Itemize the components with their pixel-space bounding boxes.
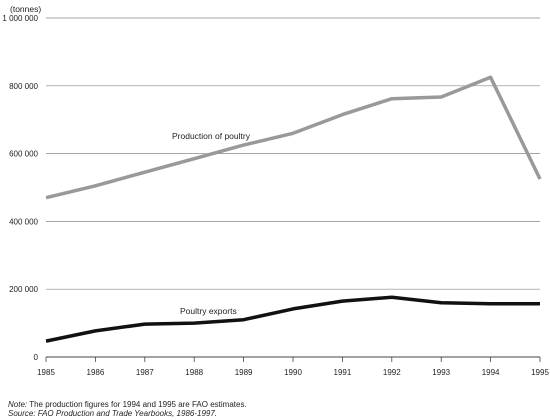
x-tick-label: 1986	[87, 368, 105, 377]
x-tick-label: 1992	[383, 368, 401, 377]
y-tick-label: 200 000	[9, 285, 38, 294]
gridlines	[46, 17, 540, 358]
series-lines	[45, 75, 542, 343]
x-tick-label: 1995	[531, 368, 549, 377]
x-tick-label: 1987	[136, 368, 154, 377]
source-text: Source: FAO Production and Trade Yearboo…	[8, 409, 218, 418]
series-label-exports: Poultry exports	[180, 306, 237, 316]
poultry-line-chart: 0 200 000 400 000 600 000 800 000 1 000 000 1…	[2, 4, 549, 377]
y-tick-label: 0	[34, 353, 39, 362]
x-tick-label: 1994	[482, 368, 500, 377]
y-tick-label: 600 000	[9, 150, 38, 159]
x-tick-label: 1993	[432, 368, 450, 377]
chart-source: Source: FAO Production and Trade Yearboo…	[8, 409, 217, 418]
y-tick-label: 400 000	[9, 217, 38, 226]
x-tick-label: 1990	[284, 368, 302, 377]
y-tick-label: 1 000 000	[2, 14, 38, 23]
chart-note: Note: The production figures for 1994 an…	[8, 400, 247, 409]
x-axis-ticks: 1985 1986 1987 1988 1989 1990 1991 1992 1993 1994…	[37, 357, 549, 377]
x-tick-label: 1991	[334, 368, 352, 377]
series-line-production	[45, 75, 542, 200]
series-label-production: Production of poultry	[172, 131, 251, 141]
note-text: The production figures for 1994 and 1995…	[27, 400, 247, 409]
y-tick-label: 800 000	[9, 82, 38, 91]
series-line-exports	[45, 295, 540, 343]
x-tick-label: 1988	[185, 368, 203, 377]
x-tick-label: 1989	[235, 368, 253, 377]
x-tick-label: 1985	[37, 368, 55, 377]
note-label: Note:	[8, 400, 28, 409]
y-axis-unit-label: (tonnes)	[10, 4, 41, 14]
y-axis-ticks: 0 200 000 400 000 600 000 800 000 1 000 000	[2, 14, 38, 362]
